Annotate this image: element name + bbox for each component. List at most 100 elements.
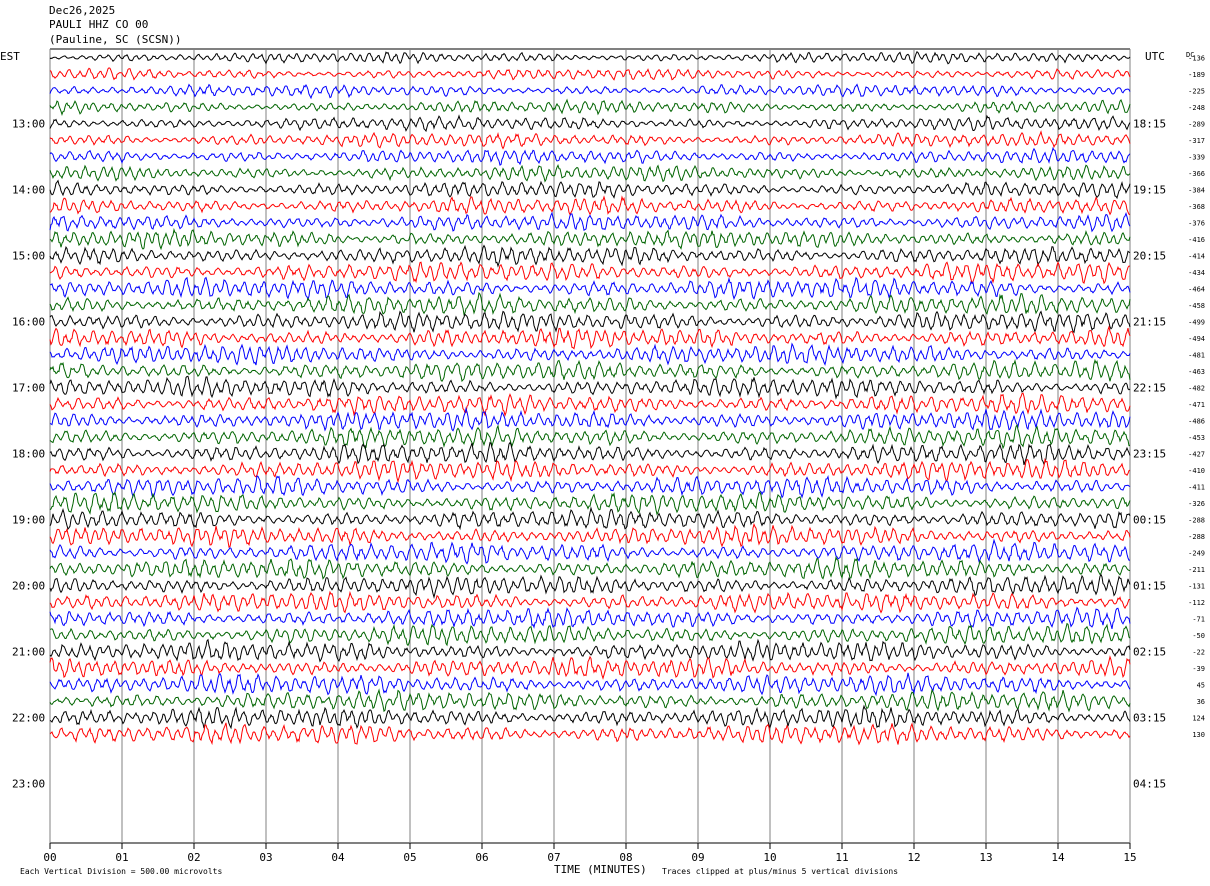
x-tick-label: 09 <box>691 851 704 864</box>
est-label: EST <box>0 50 20 63</box>
trace-line <box>49 457 1131 484</box>
x-tick-label: 12 <box>907 851 920 864</box>
trace-line <box>49 130 1131 150</box>
trace-line <box>49 342 1131 366</box>
trace-line <box>49 688 1131 713</box>
dc-offset-label: 45 <box>1197 682 1205 690</box>
x-tick-label: 01 <box>115 851 128 864</box>
trace-line <box>49 474 1131 499</box>
dc-offset-label: -427 <box>1188 451 1205 459</box>
dc-offset-label: -39 <box>1192 665 1205 673</box>
seismic-traces <box>49 51 1131 746</box>
location-label: (Pauline, SC (SCSN)) <box>49 33 182 46</box>
station-label: PAULI HHZ CO 00 <box>49 18 149 31</box>
trace-line <box>49 227 1131 251</box>
dc-offset-label: -464 <box>1188 286 1205 294</box>
dc-offset-label: -248 <box>1188 104 1205 112</box>
trace-line <box>49 423 1130 450</box>
dc-offset-label: -131 <box>1188 583 1205 591</box>
dc-offset-label: -414 <box>1188 253 1205 261</box>
dc-offset-label: -112 <box>1188 599 1205 607</box>
trace-line <box>49 325 1131 350</box>
trace-line <box>49 195 1131 216</box>
trace-line <box>49 67 1131 81</box>
utc-hour-label: 20:15 <box>1133 250 1166 263</box>
utc-label: UTC <box>1145 50 1165 63</box>
trace-line <box>49 538 1131 565</box>
trace-line <box>49 704 1131 730</box>
trace-line <box>49 83 1131 100</box>
trace-line <box>49 406 1131 432</box>
plot-grid <box>49 48 1131 849</box>
trace-line <box>49 722 1131 746</box>
dc-offset-label: -366 <box>1188 170 1205 178</box>
est-hour-label: 22:00 <box>12 712 45 725</box>
dc-offset-label: -376 <box>1188 220 1205 228</box>
dc-offset-label: -136 <box>1188 55 1205 63</box>
dc-offset-label: -368 <box>1188 203 1205 211</box>
trace-line <box>49 51 1131 65</box>
dc-offset-label: -225 <box>1188 88 1205 96</box>
dc-offset-label: -416 <box>1188 236 1205 244</box>
dc-offset-label: -288 <box>1188 533 1205 541</box>
dc-offset-label: 130 <box>1192 731 1205 739</box>
x-axis-title: TIME (MINUTES) <box>554 863 647 876</box>
x-tick-label: 14 <box>1051 851 1065 864</box>
dc-offset-label: -453 <box>1188 434 1205 442</box>
trace-line <box>49 179 1131 200</box>
utc-hour-label: 18:15 <box>1133 118 1166 131</box>
x-tick-label: 04 <box>331 851 345 864</box>
trace-line <box>49 146 1131 166</box>
utc-hour-label: 19:15 <box>1133 184 1166 197</box>
trace-line <box>49 310 1131 334</box>
dc-offset-label: -50 <box>1192 632 1205 640</box>
trace-line <box>49 441 1131 466</box>
utc-hour-label: 04:15 <box>1133 778 1166 791</box>
trace-line <box>49 506 1131 531</box>
utc-hour-label: 01:15 <box>1133 580 1166 593</box>
clip-note: Traces clipped at plus/minus 5 vertical … <box>662 867 898 876</box>
dc-offset-label: -317 <box>1188 137 1205 145</box>
utc-hour-label: 00:15 <box>1133 514 1166 527</box>
x-tick-label: 07 <box>547 851 560 864</box>
est-hour-label: 17:00 <box>12 382 45 395</box>
trace-line <box>49 211 1131 233</box>
dc-offset-label: -189 <box>1188 71 1205 79</box>
est-hour-label: 20:00 <box>12 580 45 593</box>
x-tick-label: 11 <box>835 851 848 864</box>
dc-offset-label: -339 <box>1188 154 1205 162</box>
axis-labels: 00 01 02 03 04 05 06 07 08 09 10 11 12 13 14 15 13:00 14:… <box>12 55 1205 865</box>
dc-offset-label: -249 <box>1188 550 1205 558</box>
x-tick-label: 13 <box>979 851 992 864</box>
trace-line <box>49 672 1131 697</box>
trace-line <box>49 292 1131 316</box>
utc-hour-label: 02:15 <box>1133 646 1166 659</box>
x-tick-label: 15 <box>1123 851 1136 864</box>
trace-line <box>49 590 1130 614</box>
dc-offset-label: 36 <box>1197 698 1205 706</box>
dc-offset-label: -411 <box>1188 484 1205 492</box>
utc-hour-label: 03:15 <box>1133 712 1166 725</box>
est-hour-label: 14:00 <box>12 184 45 197</box>
trace-line <box>49 163 1131 183</box>
dc-offset-label: -494 <box>1188 335 1205 343</box>
trace-line <box>49 522 1131 548</box>
dc-offset-label: -463 <box>1188 368 1205 376</box>
dc-offset-label: -384 <box>1188 187 1205 195</box>
est-hour-label: 21:00 <box>12 646 45 659</box>
dc-offset-label: -486 <box>1188 418 1205 426</box>
trace-line <box>49 606 1131 630</box>
scale-note: Each Vertical Division = 500.00 microvol… <box>20 867 222 876</box>
trace-line <box>49 244 1131 268</box>
trace-line <box>49 375 1131 400</box>
trace-line <box>49 358 1131 383</box>
dc-offset-label: -22 <box>1192 649 1205 657</box>
trace-line <box>49 392 1131 418</box>
dc-offset-label: -481 <box>1188 352 1205 360</box>
dc-offset-label: 124 <box>1192 715 1205 723</box>
x-tick-label: 10 <box>763 851 776 864</box>
x-tick-label: 08 <box>619 851 632 864</box>
x-tick-label: 06 <box>475 851 488 864</box>
trace-line <box>49 276 1131 301</box>
dc-offset-label: -289 <box>1188 121 1205 129</box>
